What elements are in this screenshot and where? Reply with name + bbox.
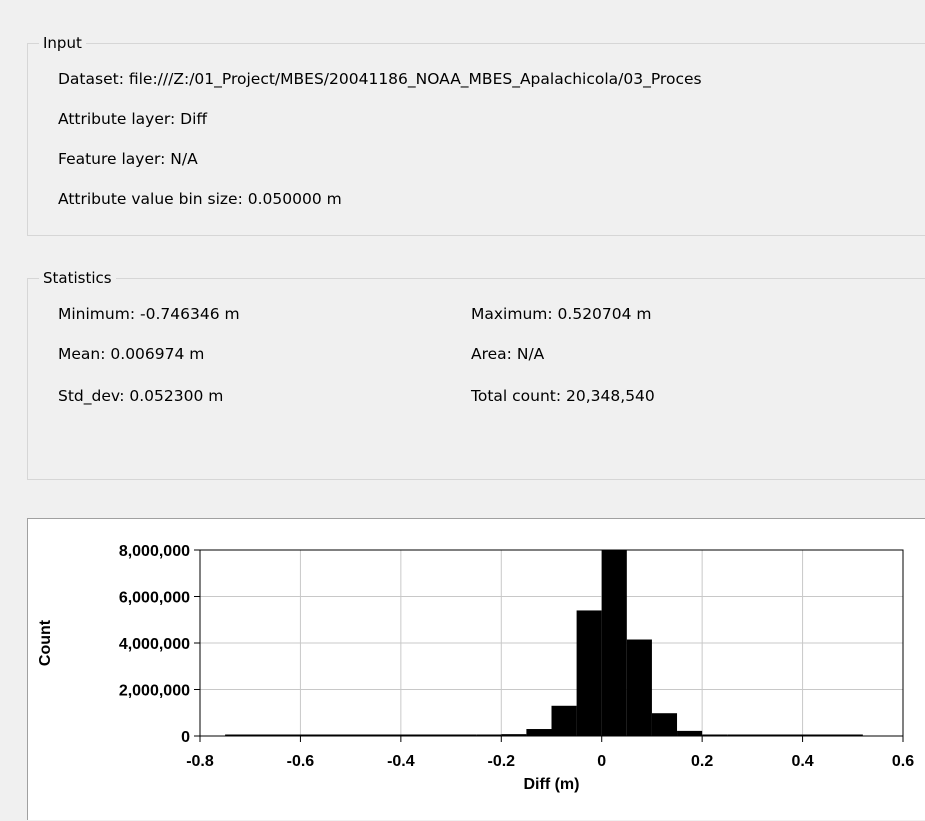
y-axis-label: Count xyxy=(37,619,54,666)
y-tick-label: 2,000,000 xyxy=(119,683,190,700)
area-row: Area: N/A xyxy=(471,344,544,364)
histogram-chart: -0.8 -0.6 -0.4 -0.2 0 0.2 0.4 0.6 0 2,000,000 4,00… xyxy=(37,543,914,793)
histogram-bar xyxy=(677,730,703,736)
histogram-bar xyxy=(626,639,652,736)
x-tick-label: -0.2 xyxy=(487,753,515,770)
histogram-bar xyxy=(526,729,552,736)
histogram-bar xyxy=(225,734,477,736)
minimum-row: Minimum: -0.746346 m xyxy=(58,304,240,324)
area-value: N/A xyxy=(516,345,545,363)
histogram-bar xyxy=(476,734,502,736)
std-dev-row: Std_dev: 0.052300 m xyxy=(58,386,223,406)
maximum-label: Maximum: xyxy=(471,305,553,323)
x-tick-label: 0 xyxy=(597,753,606,770)
bin-size-label: Attribute value bin size: xyxy=(58,190,243,208)
y-tick-label: 4,000,000 xyxy=(119,636,190,653)
x-tick-label: -0.6 xyxy=(287,753,315,770)
statistics-group-title: Statistics xyxy=(39,268,116,288)
feature-layer-value: N/A xyxy=(170,150,198,168)
maximum-row: Maximum: 0.520704 m xyxy=(471,304,652,324)
dataset-value: file:///Z:/01_Project/MBES/20041186_NOAA… xyxy=(128,70,702,88)
bin-size-value: 0.050000 m xyxy=(247,190,342,208)
std-dev-label: Std_dev: xyxy=(58,387,125,405)
histogram-bars xyxy=(225,550,863,736)
feature-layer-row: Feature layer: N/A xyxy=(58,149,198,169)
attribute-layer-row: Attribute layer: Diff xyxy=(58,109,207,129)
x-axis-label: Diff (m) xyxy=(524,776,580,793)
y-tick-label: 8,000,000 xyxy=(119,543,190,560)
total-count-row: Total count: 20,348,540 xyxy=(471,386,655,406)
input-group-title: Input xyxy=(39,33,86,53)
feature-layer-label: Feature layer: xyxy=(58,150,166,168)
chart-axes xyxy=(194,549,904,742)
histogram-bar xyxy=(702,734,728,736)
attribute-layer-label: Attribute layer: xyxy=(58,110,176,128)
histogram-bar xyxy=(727,734,863,736)
histogram-bar xyxy=(501,734,527,736)
x-tick-label: -0.8 xyxy=(186,753,214,770)
histogram-bar xyxy=(601,550,627,736)
bin-size-row: Attribute value bin size: 0.050000 m xyxy=(58,189,342,209)
x-tick-label: 0.4 xyxy=(791,753,813,770)
std-dev-value: 0.052300 m xyxy=(129,387,224,405)
area-label: Area: xyxy=(471,345,512,363)
histogram-bar xyxy=(651,713,678,736)
histogram-bar xyxy=(576,610,602,736)
histogram-bar xyxy=(551,705,577,736)
x-tick-label: 0.2 xyxy=(691,753,713,770)
maximum-value: 0.520704 m xyxy=(557,305,652,323)
mean-label: Mean: xyxy=(58,345,106,363)
mean-value: 0.006974 m xyxy=(110,345,205,363)
y-tick-label: 6,000,000 xyxy=(119,590,190,607)
minimum-value: -0.746346 m xyxy=(140,305,240,323)
x-tick-label: 0.6 xyxy=(892,753,914,770)
histogram-panel: -0.8 -0.6 -0.4 -0.2 0 0.2 0.4 0.6 0 2,000,000 4,00… xyxy=(27,518,925,820)
dataset-row: Dataset: file:///Z:/01_Project/MBES/2004… xyxy=(58,69,702,89)
statistics-group: Statistics Minimum: -0.746346 m Mean: 0.… xyxy=(27,268,925,480)
input-group: Input Dataset: file:///Z:/01_Project/MBE… xyxy=(27,33,925,236)
minimum-label: Minimum: xyxy=(58,305,136,323)
dataset-label: Dataset: xyxy=(58,70,124,88)
attribute-layer-value: Diff xyxy=(180,110,208,128)
x-tick-label: -0.4 xyxy=(387,753,415,770)
total-count-value: 20,348,540 xyxy=(566,387,655,405)
total-count-label: Total count: xyxy=(471,387,562,405)
tick-labels: -0.8 -0.6 -0.4 -0.2 0 0.2 0.4 0.6 0 2,000,000 4,00… xyxy=(119,543,914,770)
y-tick-label: 0 xyxy=(181,729,190,746)
mean-row: Mean: 0.006974 m xyxy=(58,344,204,364)
